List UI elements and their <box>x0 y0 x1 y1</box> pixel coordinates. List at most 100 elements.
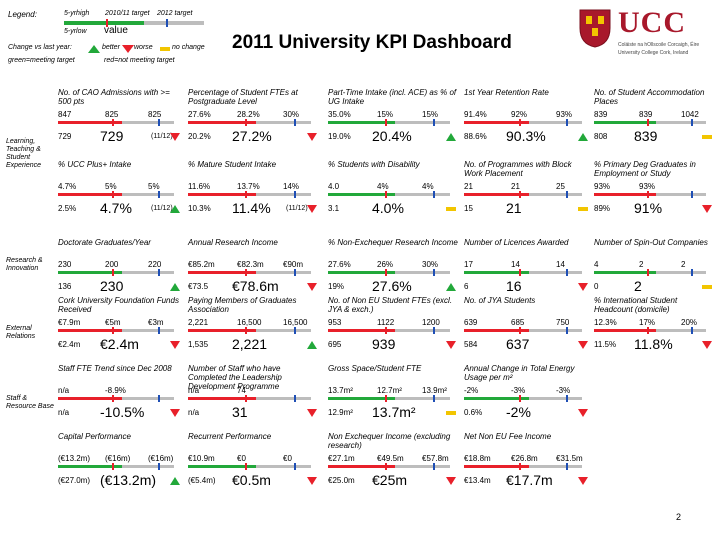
legend-target1-marker <box>106 19 108 27</box>
arrow-down-icon <box>446 477 456 485</box>
kpi-high: 639 <box>464 318 478 327</box>
kpi-target1-marker <box>647 191 649 198</box>
arrow-up-icon <box>307 341 317 349</box>
kpi-value: 2,221 <box>232 336 268 352</box>
kpi-target1: 17% <box>639 318 656 327</box>
arrow-up-icon <box>170 205 180 213</box>
kpi-low: 136 <box>58 282 72 291</box>
kpi-target1: €5m <box>105 318 121 327</box>
kpi-low: (€27.0m) <box>58 476 91 485</box>
kpi-low: 6 <box>464 282 469 291</box>
no-change-icon <box>702 135 712 139</box>
arrow-down-icon <box>170 341 180 349</box>
kpi-target2: 30% <box>283 110 300 119</box>
kpi-high: €27.1m <box>328 454 355 463</box>
kpi-tile-nonexch_income: Non Exchequer Income (excluding research… <box>326 432 460 498</box>
kpi-target2: 14% <box>283 182 300 191</box>
legend-target12: 2012 target <box>157 10 193 17</box>
kpi-target1: 200 <box>105 260 119 269</box>
arrow-up-icon <box>446 133 456 141</box>
kpi-target1: 2 <box>639 260 644 269</box>
kpi-gauge-fill <box>594 329 656 332</box>
kpi-note: (11/12) <box>286 205 308 212</box>
arrow-down-icon <box>307 409 317 417</box>
kpi-value: 230 <box>100 278 124 294</box>
no-change-icon <box>446 411 456 415</box>
kpi-target2-marker <box>294 395 296 402</box>
logo-line2: University College Cork, Ireland <box>618 50 689 56</box>
kpi-gauge-fill <box>188 329 256 332</box>
kpi-target2-marker <box>433 269 435 276</box>
legend-nochange: no change <box>172 44 205 51</box>
arrow-down-icon <box>307 477 317 485</box>
kpi-target2-marker <box>158 269 160 276</box>
kpi-target2: 5% <box>148 182 160 191</box>
kpi-gauge-fill <box>328 397 395 400</box>
kpi-title: 1st Year Retention Rate <box>464 88 549 97</box>
kpi-tile-licences: Number of Licences Awarded 17 14 14 6 16 <box>462 238 592 304</box>
kpi-value: 31 <box>232 404 248 420</box>
kpi-target2: 2 <box>681 260 686 269</box>
kpi-value: (€13.2m) <box>100 472 157 488</box>
kpi-target1: 26% <box>377 260 394 269</box>
kpi-target2-marker <box>433 395 435 402</box>
crest-icon <box>579 9 611 48</box>
no-change-icon <box>578 207 588 211</box>
kpi-low: 89% <box>594 204 611 213</box>
kpi-target2-marker <box>294 269 296 276</box>
kpi-target1: €49.5m <box>377 454 404 463</box>
kpi-low: 20.2% <box>188 132 211 141</box>
kpi-target1: 21 <box>511 182 520 191</box>
kpi-low: 19.0% <box>328 132 351 141</box>
kpi-target1: 685 <box>511 318 525 327</box>
kpi-tile-doctorate: Doctorate Graduates/Year 230 200 220 136 230 <box>56 238 184 304</box>
kpi-value: 939 <box>372 336 396 352</box>
kpi-target1-marker <box>519 395 521 402</box>
kpi-title: Gross Space/Student FTE <box>328 364 422 373</box>
kpi-title: Recurrent Performance <box>188 432 272 441</box>
kpi-low: 11.5% <box>594 340 617 349</box>
kpi-target1-marker <box>647 269 649 276</box>
kpi-title: Number of Licences Awarded <box>464 238 569 247</box>
kpi-gauge-fill <box>464 397 529 400</box>
kpi-target2-marker <box>158 191 160 198</box>
kpi-target2-marker <box>433 327 435 334</box>
kpi-gauge-fill <box>594 271 656 274</box>
kpi-value: 637 <box>506 336 530 352</box>
legend-change-label: Change vs last year: <box>8 44 72 51</box>
kpi-target2: 15% <box>422 110 439 119</box>
kpi-low: 15 <box>464 204 473 213</box>
kpi-target1: €0 <box>237 454 246 463</box>
kpi-gauge-fill <box>464 193 529 196</box>
kpi-target1-marker <box>245 191 247 198</box>
kpi-tile-net_noneu_fee: Net Non EU Fee Income €18.8m €26.8m €31.5m €… <box>462 432 592 498</box>
kpi-title: Cork University Foundation Funds Receive… <box>58 296 179 314</box>
kpi-target2: 25 <box>556 182 565 191</box>
section-learning: Learning, Teaching & Student Experience <box>6 138 42 169</box>
kpi-target1: 16,500 <box>237 318 262 327</box>
kpi-target1: 13.7% <box>237 182 260 191</box>
kpi-value: 27.2% <box>232 128 272 144</box>
kpi-value: €17.7m <box>506 472 553 488</box>
kpi-target1-marker <box>112 463 114 470</box>
kpi-target1-marker <box>385 269 387 276</box>
kpi-target2: 93% <box>556 110 573 119</box>
kpi-tile-graduates_assoc: Paying Members of Graduates Association 2… <box>186 296 321 362</box>
kpi-low: (€5.4m) <box>188 476 216 485</box>
kpi-low: n/a <box>188 408 200 417</box>
arrow-up-icon <box>446 283 456 291</box>
kpi-target2-marker <box>566 191 568 198</box>
kpi-high: 12.3% <box>594 318 617 327</box>
kpi-value: 4.0% <box>372 200 404 216</box>
kpi-target2: 20% <box>681 318 698 327</box>
kpi-low: 584 <box>464 340 478 349</box>
kpi-target1-marker <box>112 395 114 402</box>
kpi-target1: 5% <box>105 182 117 191</box>
arrow-down-icon <box>170 409 180 417</box>
kpi-target2-marker <box>566 119 568 126</box>
kpi-gauge-fill <box>58 121 122 124</box>
kpi-value: 4.7% <box>100 200 132 216</box>
kpi-target2-marker <box>691 269 693 276</box>
legend-notmeeting: red=not meeting target <box>104 57 175 64</box>
kpi-high: 27.6% <box>188 110 211 119</box>
